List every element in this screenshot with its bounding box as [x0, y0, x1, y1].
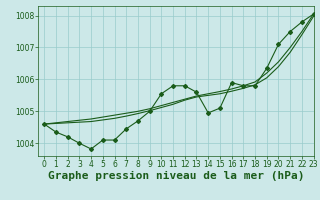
X-axis label: Graphe pression niveau de la mer (hPa): Graphe pression niveau de la mer (hPa) [48, 171, 304, 181]
